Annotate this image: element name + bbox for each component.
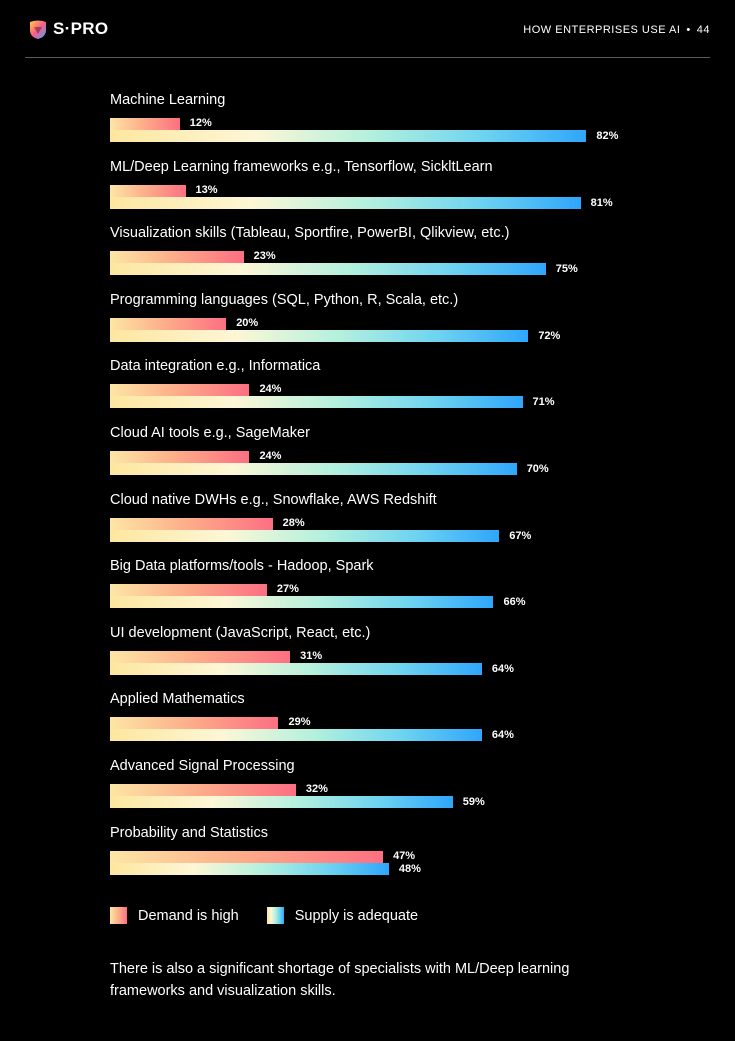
supply-bar: [110, 263, 546, 276]
category-label: Cloud AI tools e.g., SageMaker: [110, 425, 310, 441]
page-number: 44: [696, 24, 710, 36]
category-label: Visualization skills (Tableau, Sportfire…: [110, 225, 510, 242]
demand-value-label: 31%: [300, 649, 323, 662]
supply-value-label: 82%: [596, 130, 619, 142]
demand-value-label: 20%: [236, 316, 259, 329]
logo-text: S·PRO: [53, 19, 109, 38]
demand-bar: [110, 517, 273, 530]
supply-value-label: 71%: [532, 396, 555, 409]
demand-bar: [110, 784, 296, 796]
demand-bar: [110, 184, 186, 197]
supply-value-label: 64%: [491, 729, 514, 742]
skills-bar-chart: Machine Learning 12% 82% ML/Deep Learning f…: [110, 92, 619, 875]
page-header: S·PRO HOW ENTERPRISES USE AI • 44: [25, 0, 710, 58]
logo-icon: [30, 20, 46, 39]
legend-item-supply: Supply is adequate: [266, 907, 419, 924]
supply-bar: [110, 130, 587, 142]
section-title: HOW ENTERPRISES USE AI: [523, 24, 681, 36]
legend-label-supply: Supply is adequate: [294, 907, 419, 924]
supply-bar: [110, 862, 389, 875]
category-label: Advanced Signal Processing: [110, 758, 295, 774]
supply-bar: [110, 529, 500, 542]
demand-bar: [110, 850, 384, 863]
demand-bar: [110, 384, 250, 397]
demand-value-label: 29%: [288, 716, 311, 729]
demand-bar: [110, 451, 250, 463]
demand-value-label: 47%: [393, 849, 416, 862]
supply-value-label: 66%: [503, 596, 526, 609]
supply-bar: [110, 796, 453, 808]
supply-value-label: 72%: [538, 329, 561, 342]
separator-dot: •: [686, 24, 691, 36]
category-label: Applied Mathematics: [110, 691, 245, 708]
supply-bar: [110, 729, 482, 742]
category-label: Big Data platforms/tools - Hadoop, Spark: [110, 558, 374, 575]
legend-swatch-demand: [110, 907, 127, 924]
demand-bar: [110, 317, 227, 330]
demand-bar: [110, 251, 244, 264]
supply-value-label: 67%: [509, 529, 532, 542]
footnote: There is also a significant shortage of …: [110, 961, 570, 999]
demand-bar: [110, 584, 267, 597]
legend-swatch-supply: [266, 907, 284, 924]
supply-value-label: 59%: [462, 796, 485, 808]
legend-item-demand: Demand is high: [110, 907, 239, 924]
supply-bar: [110, 196, 581, 209]
supply-bar: [110, 463, 517, 475]
supply-value-label: 75%: [555, 263, 578, 276]
category-label: UI development (JavaScript, React, etc.): [110, 624, 371, 641]
demand-value-label: 27%: [276, 583, 299, 596]
category-label: Data integration e.g., Informatica: [110, 358, 321, 375]
supply-value-label: 48%: [398, 862, 421, 875]
category-label: Probability and Statistics: [110, 824, 268, 841]
demand-value-label: 12%: [189, 117, 212, 129]
supply-bar: [110, 596, 494, 609]
supply-value-label: 70%: [526, 463, 549, 475]
supply-bar: [110, 396, 523, 409]
supply-value-label: 81%: [590, 196, 613, 209]
chart-legend: Demand is high Supply is adequate: [110, 907, 446, 924]
demand-value-label: 23%: [253, 250, 276, 263]
logo[interactable]: S·PRO: [27, 18, 108, 40]
demand-bar: [110, 717, 279, 730]
demand-value-label: 13%: [195, 183, 218, 196]
demand-value-label: 28%: [282, 516, 305, 529]
page-label: HOW ENTERPRISES USE AI • 44: [523, 24, 710, 36]
category-label: Programming languages (SQL, Python, R, S…: [110, 291, 459, 308]
category-label: Cloud native DWHs e.g., Snowflake, AWS R…: [110, 491, 437, 508]
demand-value-label: 24%: [259, 450, 282, 462]
category-label: ML/Deep Learning frameworks e.g., Tensor…: [110, 158, 493, 175]
supply-bar: [110, 329, 529, 342]
demand-value-label: 24%: [259, 383, 282, 396]
demand-bar: [110, 118, 180, 130]
supply-bar: [110, 662, 482, 675]
supply-value-label: 64%: [491, 662, 514, 675]
category-label: Machine Learning: [110, 92, 226, 108]
demand-value-label: 32%: [305, 783, 328, 795]
demand-bar: [110, 650, 291, 663]
legend-label-demand: Demand is high: [138, 907, 239, 924]
